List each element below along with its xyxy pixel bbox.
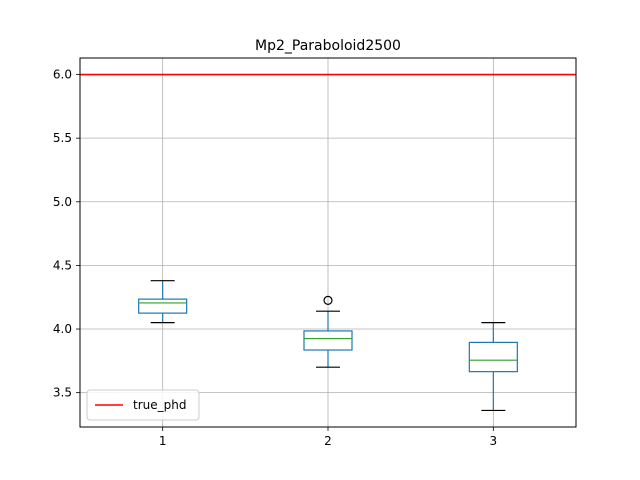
box-iqr xyxy=(303,330,353,351)
box-2 xyxy=(303,295,353,368)
x-tick-label: 2 xyxy=(324,434,332,448)
y-tick-label: 5.5 xyxy=(53,131,72,145)
box-series xyxy=(138,280,518,412)
box-3 xyxy=(468,322,518,412)
box-iqr xyxy=(468,341,518,373)
y-tick-label: 6.0 xyxy=(53,68,72,82)
y-tick-label: 4.5 xyxy=(53,258,72,272)
x-axis-ticks: 1 2 3 xyxy=(159,427,497,448)
box-1 xyxy=(138,280,188,324)
y-axis-ticks: 3.5 4.0 4.5 5.0 5.5 6.0 xyxy=(53,68,80,400)
legend: true_phd xyxy=(86,389,200,421)
x-tick-label: 1 xyxy=(159,434,167,448)
outlier-point xyxy=(323,295,333,305)
y-tick-label: 4.0 xyxy=(53,322,72,336)
y-tick-label: 5.0 xyxy=(53,195,72,209)
y-tick-label: 3.5 xyxy=(53,386,72,400)
legend-label: true_phd xyxy=(133,398,186,412)
legend-box xyxy=(86,389,200,421)
x-tick-label: 3 xyxy=(490,434,498,448)
chart-title: Mp2_Paraboloid2500 xyxy=(255,38,401,54)
box-iqr xyxy=(138,298,188,314)
